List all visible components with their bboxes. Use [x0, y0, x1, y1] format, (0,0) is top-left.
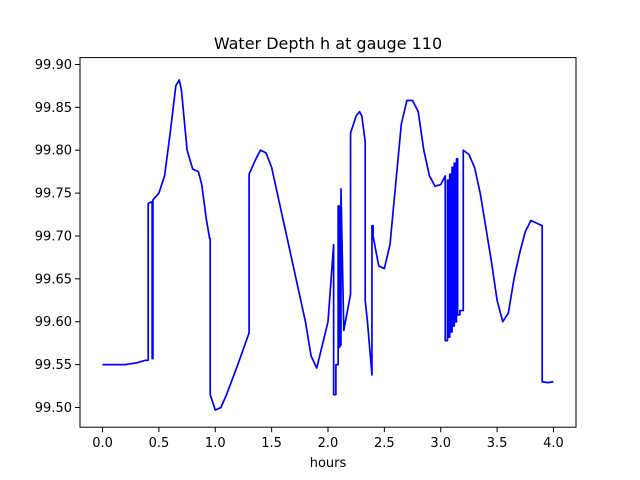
- x-tick-label: 4.0: [543, 436, 564, 451]
- y-axis: 99.50 99.55 99.60 99.65 99.70 99.75 99.80 99.85…: [35, 58, 80, 416]
- x-tick-label: 2.5: [374, 436, 395, 451]
- x-tick-label: 3.5: [487, 436, 508, 451]
- x-tick-label: 0.0: [92, 436, 113, 451]
- y-tick-label: 99.75: [35, 187, 72, 202]
- x-tick-label: 1.0: [205, 436, 226, 451]
- y-tick-label: 99.80: [35, 144, 72, 159]
- y-tick-label: 99.60: [35, 315, 72, 330]
- x-tick-label: 0.5: [149, 436, 170, 451]
- x-axis: 0.0 0.5 1.0 1.5 2.0 2.5 3.0 3.5 4.0: [92, 427, 564, 451]
- chart-title: Water Depth h at gauge 110: [214, 34, 442, 53]
- x-tick-label: 1.5: [261, 436, 282, 451]
- x-tick-label: 2.0: [318, 436, 339, 451]
- y-tick-label: 99.55: [35, 358, 72, 373]
- y-tick-label: 99.90: [35, 58, 72, 73]
- series-line: [102, 79, 554, 411]
- y-tick-label: 99.70: [35, 229, 72, 244]
- x-axis-label: hours: [310, 456, 347, 471]
- y-tick-label: 99.50: [35, 401, 72, 416]
- y-tick-label: 99.65: [35, 272, 72, 287]
- x-tick-label: 3.0: [430, 436, 451, 451]
- y-tick-label: 99.85: [35, 101, 72, 116]
